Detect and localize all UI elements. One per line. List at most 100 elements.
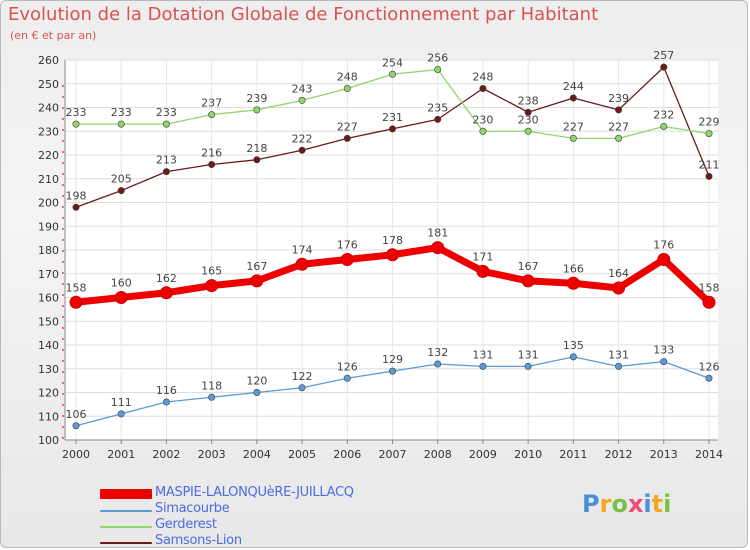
data-label: 222 — [292, 132, 313, 145]
data-label: 116 — [156, 384, 177, 397]
data-point — [431, 241, 445, 255]
x-tick-label: 2011 — [559, 448, 587, 461]
data-label: 233 — [111, 106, 132, 119]
data-label: 174 — [292, 243, 313, 256]
data-label: 122 — [292, 370, 313, 383]
data-point — [702, 295, 716, 309]
data-label: 235 — [427, 101, 448, 114]
data-point — [521, 274, 535, 288]
data-label: 166 — [563, 262, 584, 275]
data-point — [479, 85, 487, 93]
data-point — [388, 125, 396, 133]
y-tick-label: 150 — [38, 315, 59, 328]
legend-label: Gerderest — [155, 517, 217, 532]
data-label: 218 — [246, 142, 267, 155]
legend-swatch — [100, 510, 152, 512]
legend-swatch — [100, 489, 152, 499]
y-tick-label: 140 — [38, 339, 59, 352]
data-point — [117, 120, 125, 128]
data-label: 216 — [201, 147, 222, 160]
x-tick-label: 2003 — [198, 448, 226, 461]
y-tick-label: 230 — [38, 125, 59, 138]
legend-label: Simacourbe — [155, 501, 230, 516]
data-point — [386, 248, 399, 262]
data-point — [705, 374, 713, 382]
data-point — [69, 295, 83, 309]
data-point — [615, 362, 623, 370]
data-label: 239 — [608, 92, 629, 105]
data-point — [72, 203, 80, 211]
x-tick-label: 2010 — [514, 448, 542, 461]
data-label: 237 — [201, 97, 222, 110]
y-tick-label: 200 — [38, 197, 59, 210]
data-point — [615, 134, 623, 142]
y-tick-label: 190 — [38, 220, 59, 233]
y-tick-label: 250 — [38, 78, 59, 91]
data-label: 160 — [111, 277, 132, 290]
data-label: 178 — [382, 234, 403, 247]
data-label: 227 — [337, 120, 358, 133]
data-point — [434, 115, 442, 123]
data-label: 248 — [337, 71, 358, 84]
data-point — [72, 422, 80, 430]
data-point — [117, 410, 125, 418]
data-label: 254 — [382, 56, 403, 69]
data-label: 158 — [699, 281, 720, 294]
data-label: 238 — [518, 94, 539, 107]
x-tick-label: 2001 — [107, 448, 135, 461]
y-tick-label: 100 — [38, 434, 59, 447]
data-point — [660, 123, 668, 131]
data-label: 181 — [427, 227, 448, 240]
data-label: 118 — [201, 379, 222, 392]
legend-label: Samsons-Lion — [155, 533, 242, 548]
data-label: 231 — [382, 111, 403, 124]
data-point — [524, 362, 532, 370]
proxiti-logo: Proxiti — [582, 490, 672, 518]
legend-label: MASPIE-LALONQUèRE-JUILLACQ — [155, 485, 354, 500]
data-point — [524, 108, 532, 116]
data-point — [612, 281, 626, 295]
data-point — [162, 398, 170, 406]
data-point — [253, 106, 261, 114]
chart-title: Evolution de la Dotation Globale de Fonc… — [8, 4, 599, 25]
data-point — [343, 374, 351, 382]
data-point — [657, 253, 671, 266]
data-label: 227 — [563, 120, 584, 133]
data-point — [476, 264, 490, 278]
data-label: 131 — [472, 348, 493, 361]
x-tick-label: 2000 — [62, 448, 90, 461]
data-point — [569, 94, 577, 102]
data-point — [343, 134, 351, 142]
x-tick-label: 2006 — [333, 448, 361, 461]
data-label: 167 — [518, 260, 539, 273]
data-label: 244 — [563, 80, 584, 93]
data-label: 176 — [653, 239, 674, 252]
data-label: 211 — [699, 158, 720, 171]
axes: 100 110 120 130 140 150 160 170 180 190 200 210 220 2… — [38, 54, 723, 461]
y-tick-label: 260 — [38, 54, 59, 67]
data-label: 239 — [246, 92, 267, 105]
legend-swatch — [100, 526, 152, 528]
x-tick-label: 2007 — [379, 448, 407, 461]
data-label: 232 — [653, 109, 674, 122]
data-label: 229 — [699, 116, 720, 129]
data-label: 256 — [427, 52, 448, 65]
data-point — [660, 358, 668, 366]
y-tick-label: 110 — [38, 410, 59, 423]
data-point — [479, 127, 487, 135]
data-label: 230 — [518, 113, 539, 126]
x-tick-label: 2014 — [695, 448, 723, 461]
data-label: 164 — [608, 267, 629, 280]
x-tick-label: 2008 — [424, 448, 452, 461]
data-point — [388, 367, 396, 375]
y-tick-label: 210 — [38, 173, 59, 186]
data-label: 243 — [292, 82, 313, 95]
data-point — [159, 286, 173, 300]
data-label: 126 — [337, 360, 358, 373]
data-point — [566, 276, 580, 290]
data-label: 135 — [563, 339, 584, 352]
x-tick-label: 2012 — [605, 448, 633, 461]
data-point — [434, 66, 442, 74]
x-tick-label: 2005 — [288, 448, 316, 461]
